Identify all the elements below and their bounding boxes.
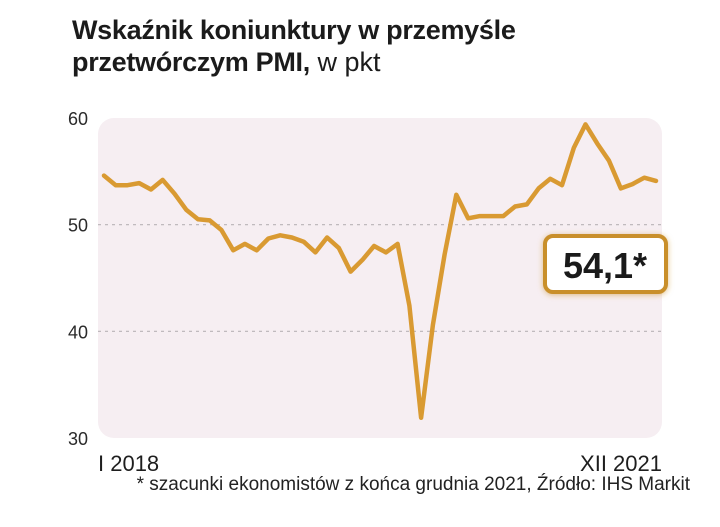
title-line-2-bold: przetwórczym PMI,: [72, 47, 310, 77]
title-line-2: przetwórczym PMI, w pkt: [72, 46, 692, 78]
title-unit: w pkt: [309, 47, 381, 77]
title-line-1: Wskaźnik koniunktury w przemyśle: [72, 15, 516, 45]
chart-title: Wskaźnik koniunktury w przemyśle przetwó…: [72, 14, 692, 78]
pmi-series-line: [101, 122, 659, 420]
y-tick-label: 50: [68, 216, 88, 236]
gridlines: [98, 224, 662, 332]
x-start-label: I 2018: [98, 451, 159, 476]
value-annotation-text: 54,1*: [563, 245, 647, 286]
y-axis-tick-labels: 30 40 50 60: [68, 109, 88, 449]
y-tick-label: 30: [68, 429, 88, 449]
y-tick-label: 40: [68, 322, 88, 342]
value-annotation-box: 54,1*: [543, 234, 668, 294]
x-end-label: XII 2021: [580, 451, 662, 476]
y-tick-label: 60: [68, 109, 88, 129]
plot-background: [98, 118, 662, 438]
footnote-source: * szacunki ekonomistów z końca grudnia 2…: [136, 474, 690, 495]
